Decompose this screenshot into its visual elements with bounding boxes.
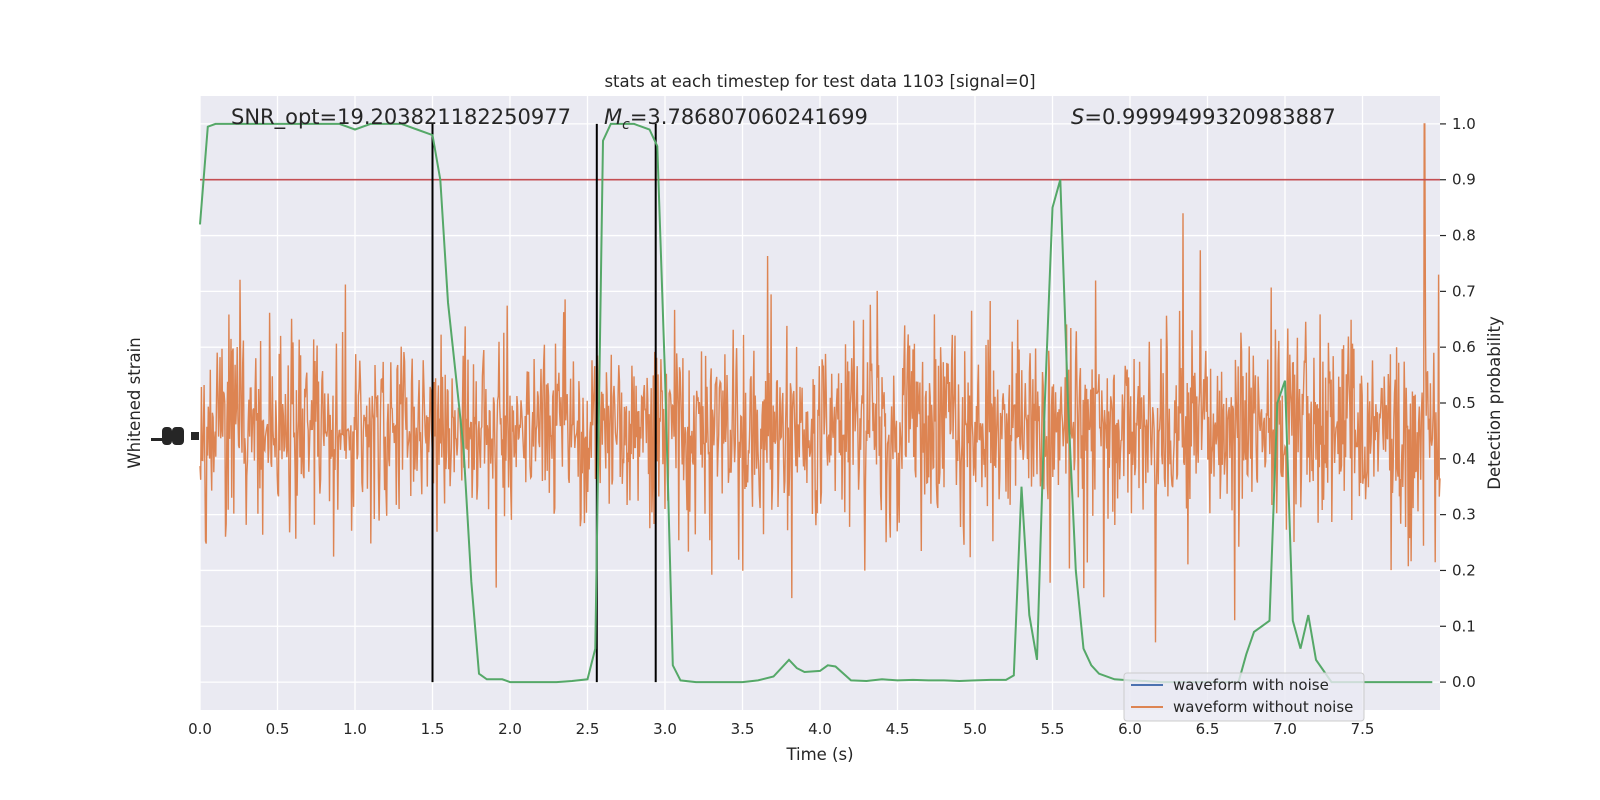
y-axis-right-label: Detection probability [1485,316,1504,490]
x-tick-label: 7.0 [1273,720,1297,738]
x-tick-label: 4.5 [886,720,910,738]
y-tick-label: 0.2 [1452,561,1476,579]
noise-waveform-line [199,123,1441,643]
x-axis-label: Time (s) [785,745,853,764]
legend: waveform with noise waveform without noi… [1123,672,1365,722]
y-tick-label: 0.5 [1452,394,1476,412]
y-tick-label: 1.0 [1452,115,1476,133]
x-tick-label: 3.5 [731,720,755,738]
x-axis-ticks: 0.0 0.5 1.0 1.5 2.0 2.5 3.0 3.5 4.0 4.5 5.0 5.5 6.0 6… [188,720,1374,738]
chirp-mass-annotation: Mc=3.786807060241699 [604,105,868,133]
x-tick-label: 5.0 [963,720,987,738]
chart-title: stats at each timestep for test data 110… [604,72,1035,91]
legend-label-with-noise: waveform with noise [1173,676,1329,694]
x-tick-label: 3.0 [653,720,677,738]
y-tick-label: 0.6 [1452,338,1476,356]
left-axis-overlapped-ticks [151,427,199,445]
y-axis-left-label: Whitened strain [125,337,144,468]
x-tick-label: 5.5 [1041,720,1065,738]
x-tick-label: 4.0 [808,720,832,738]
y-tick-label: 0.9 [1452,171,1476,189]
series-waveform-without-noise [199,123,1441,643]
x-tick-label: 1.5 [421,720,445,738]
series-detection-probability [199,122,1433,684]
snr-annotation: SNR_opt=19.203821182250977 [231,105,571,130]
x-tick-label: 1.0 [343,720,367,738]
y-tick-label: 0.4 [1452,450,1476,468]
x-tick-label: 2.5 [576,720,600,738]
x-tick-label: 6.5 [1196,720,1220,738]
y-tick-label: 0.1 [1452,617,1476,635]
y-tick-label: 0.0 [1452,673,1476,691]
x-tick-label: 7.5 [1351,720,1375,738]
x-tick-label: 0.5 [266,720,290,738]
x-tick-label: 6.0 [1118,720,1142,738]
y-axis-right-ticks: 0.0 0.1 0.2 0.3 0.4 0.5 0.6 0.7 0.8 0.9 1.0 [1440,115,1476,691]
s-annotation: S=0.9999499320983887 [1071,105,1336,129]
legend-box [1123,672,1365,722]
x-tick-label: 2.0 [498,720,522,738]
y-tick-label: 0.8 [1452,227,1476,245]
y-tick-label: 0.3 [1452,506,1476,524]
y-tick-label: 0.7 [1452,282,1476,300]
legend-label-without-noise: waveform without noise [1173,698,1353,716]
x-tick-label: 0.0 [188,720,212,738]
